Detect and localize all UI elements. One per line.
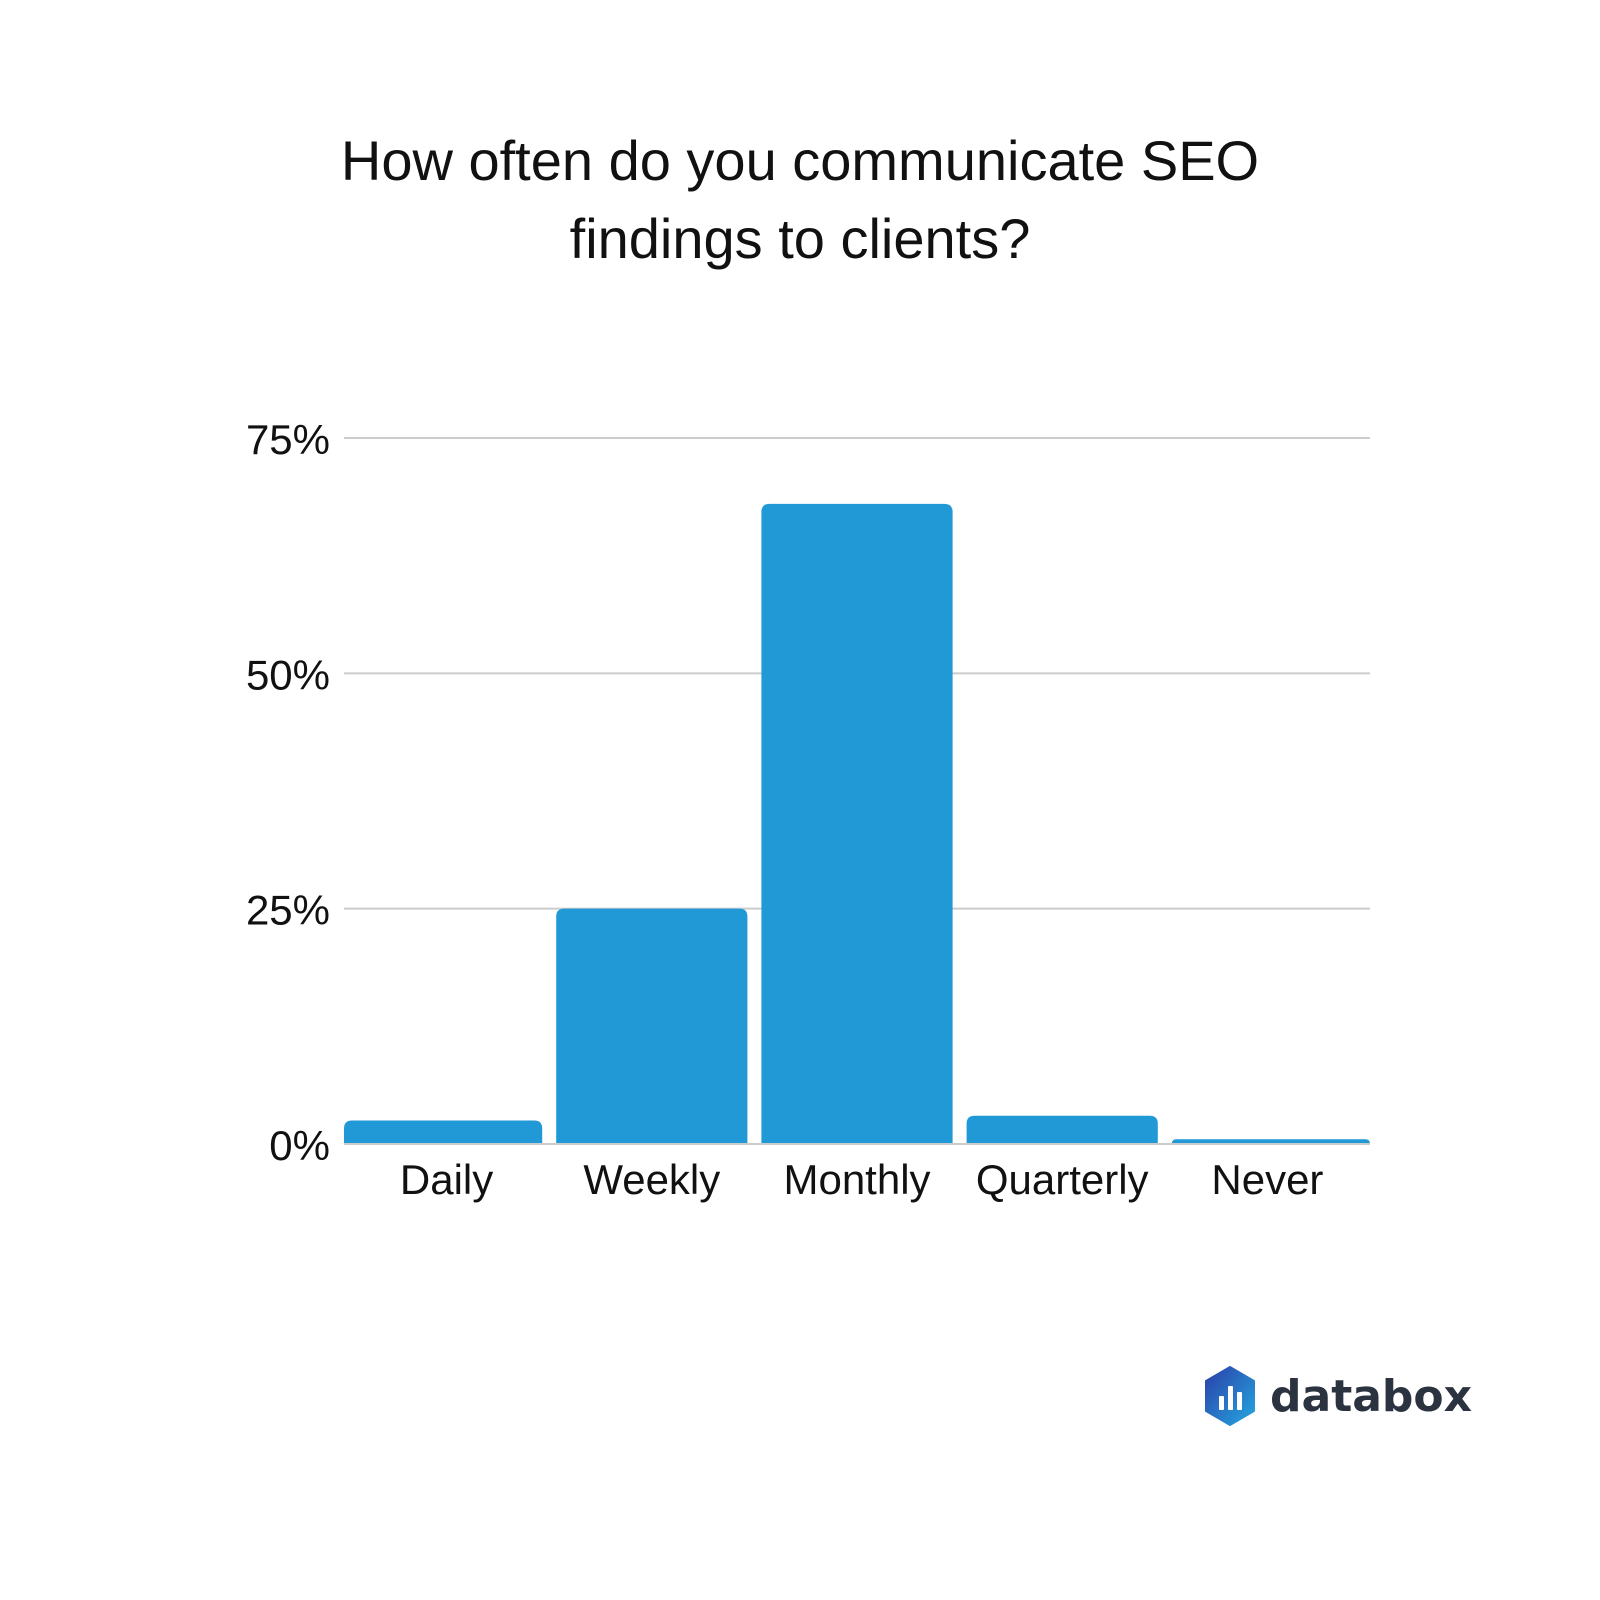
- x-tick-label: Monthly: [783, 1156, 930, 1203]
- brand-name: databox: [1270, 1370, 1473, 1422]
- databox-hexagon-icon: [1205, 1366, 1255, 1426]
- x-tick-label: Never: [1211, 1156, 1323, 1203]
- y-tick-label: 50%: [246, 651, 330, 698]
- bar-never: [1171, 1139, 1370, 1144]
- bar-monthly: [761, 503, 953, 1145]
- chart-title-line-2: findings to clients?: [569, 207, 1031, 270]
- chart-title: How often do you communicate SEO finding…: [300, 122, 1300, 278]
- y-tick-label: 25%: [246, 887, 330, 934]
- bar-daily: [344, 1120, 543, 1144]
- x-tick-label: Weekly: [583, 1156, 720, 1203]
- chart-title-line-1: How often do you communicate SEO: [340, 129, 1260, 192]
- bar-weekly: [556, 908, 748, 1144]
- bar-quarterly: [966, 1115, 1158, 1144]
- brand-logo: databox: [1204, 1364, 1472, 1428]
- y-tick-label: 0%: [269, 1122, 330, 1169]
- x-tick-label: Quarterly: [976, 1156, 1149, 1203]
- y-tick-label: 75%: [246, 416, 330, 463]
- x-tick-label: Daily: [400, 1156, 493, 1203]
